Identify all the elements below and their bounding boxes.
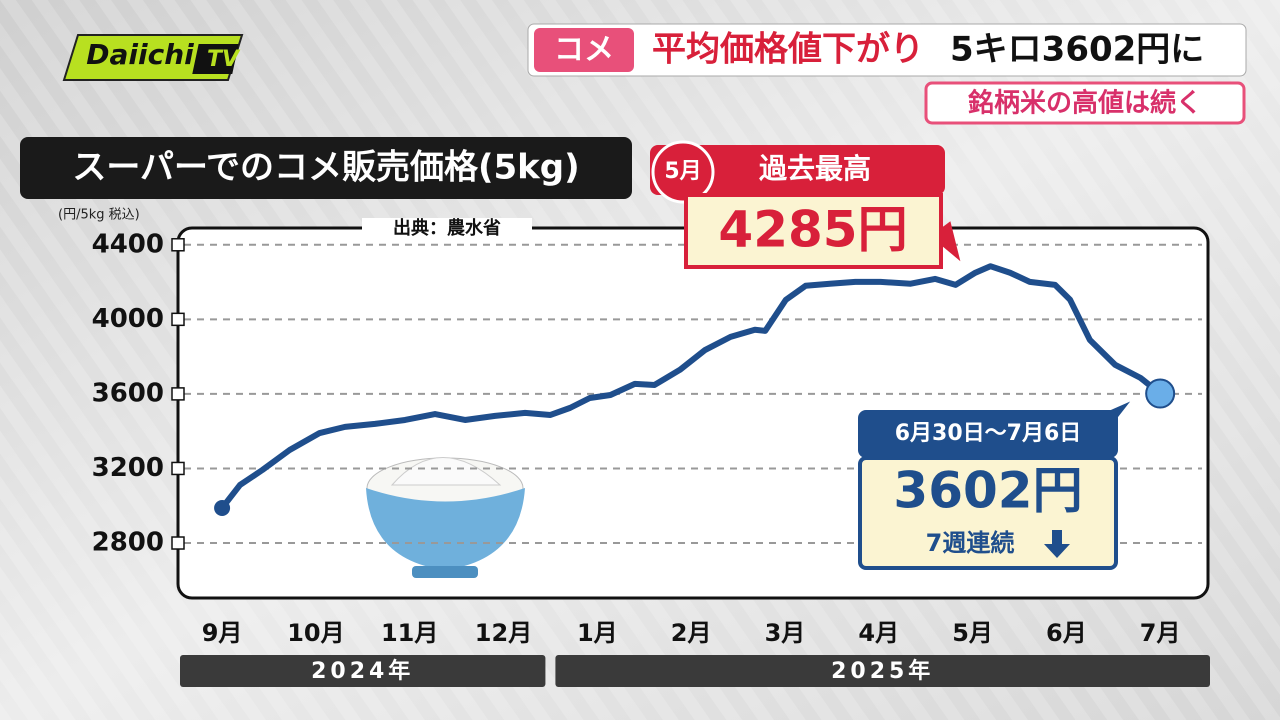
price-line	[219, 263, 1164, 511]
callout-body	[684, 193, 943, 269]
x-tick-label: 12月	[475, 619, 532, 647]
y-tick-label: 2800	[92, 528, 164, 558]
y-tick-mark	[171, 387, 185, 401]
x-tick-label: 5月	[952, 619, 993, 647]
latest-point	[1145, 378, 1176, 409]
x-tick-label: 1月	[577, 619, 618, 647]
y-unit: (円/5kg 税込)	[58, 208, 140, 223]
callout-badge-bg	[651, 140, 715, 204]
y-tick-mark	[171, 461, 185, 476]
y-tick-mark	[171, 238, 185, 252]
x-tick-label: 3月	[765, 619, 806, 647]
year-bar	[555, 655, 1210, 687]
callout-header	[858, 410, 1118, 458]
source-bg	[362, 218, 532, 240]
y-tick-mark	[171, 312, 185, 327]
chart-title-box	[20, 137, 632, 199]
y-tick-label: 4400	[92, 229, 164, 259]
year-bar	[180, 655, 546, 687]
x-tick-label: 2月	[671, 619, 712, 647]
chart-layer: 2800 3200 3600 4000 4400 9月 10月 11月 12月 1月 2月 3月 4月 5…	[92, 140, 1210, 687]
x-tick-label: 9月	[202, 619, 243, 647]
headline-main: 平均価格値下がり	[652, 30, 924, 70]
down-arrow	[1044, 530, 1070, 558]
rice-bowl	[366, 457, 525, 578]
peak-value-label: 4285円	[718, 201, 907, 259]
callout-badge: 5月	[664, 159, 701, 184]
callout-period: 6月30日～7月6日	[895, 421, 1082, 446]
start-point	[214, 499, 231, 516]
x-tick-label: 4月	[858, 619, 899, 647]
chart-title: スーパーでのコメ販売価格(5kg)	[72, 148, 579, 188]
x-tick-label: 6月	[1046, 619, 1087, 647]
x-tick-label: 10月	[287, 619, 344, 647]
logo-name: Daiichi	[86, 38, 194, 71]
logo-suffix: TV	[207, 47, 241, 72]
headline-box	[527, 23, 1247, 77]
latest-value-label: 3602円	[893, 462, 1082, 520]
source: 出典：農水省	[393, 217, 501, 239]
x-tick-label: 11月	[381, 619, 438, 647]
headline-detail: 5キロ3602円に	[950, 30, 1204, 70]
latest-callout: 6月30日～7月6日 3602円 7週連続	[858, 401, 1131, 570]
headline-tag: コメ	[554, 33, 614, 68]
year-label: 2025年	[831, 658, 934, 684]
y-tick-mark	[171, 536, 185, 550]
year-label: 2024年	[311, 658, 414, 684]
callout-header	[650, 145, 945, 195]
y-tick-label: 3600	[92, 378, 164, 408]
logo: Daiichi TV	[62, 34, 244, 81]
peak-callout: 5月 過去最高 4285円	[650, 140, 961, 269]
headline-tag-bg	[534, 28, 634, 72]
subheadline: 銘柄米の高値は続く	[968, 88, 1202, 119]
x-tick-label: 7月	[1140, 619, 1181, 647]
callout-label: 過去最高	[759, 152, 871, 185]
y-tick-label: 4000	[92, 304, 164, 334]
y-tick-label: 3200	[92, 453, 164, 483]
subheadline-box	[924, 81, 1246, 125]
callout-note: 7週連続	[926, 529, 1015, 557]
